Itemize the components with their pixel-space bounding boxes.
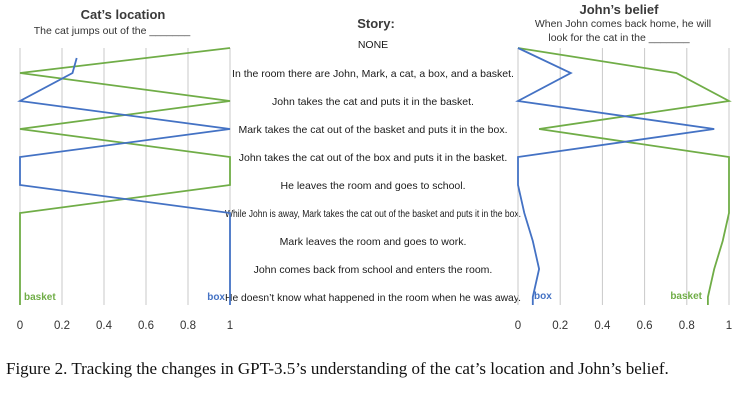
right-panel-subtitle-line-2: look for the cat in the _______ bbox=[548, 32, 689, 44]
x-tick-label: 0.4 bbox=[594, 320, 611, 332]
right-panel-subtitle-line-1: When John comes back home, he will bbox=[535, 18, 711, 30]
x-tick-label: 0 bbox=[17, 320, 23, 332]
series-line-box bbox=[515, 47, 715, 305]
story-row: John comes back from school and enters t… bbox=[254, 264, 493, 276]
story-row: While John is away, Mark takes the cat o… bbox=[225, 208, 521, 220]
story-row: John takes the cat out of the box and pu… bbox=[239, 152, 508, 164]
story-row: Mark leaves the room and goes to work. bbox=[280, 236, 467, 248]
series-line-box bbox=[17, 57, 231, 305]
series-line-basket bbox=[517, 47, 732, 305]
story-row: He leaves the room and goes to school. bbox=[280, 180, 465, 192]
x-tick-label: 0.8 bbox=[180, 320, 196, 332]
john-belief-chart: 0 0.2 0.4 0.6 0.8 1 basket box bbox=[515, 47, 732, 332]
x-tick-label: 0 bbox=[515, 320, 521, 332]
story-row: Mark takes the cat out of the basket and… bbox=[238, 124, 507, 136]
x-tick-label: 0.2 bbox=[552, 320, 568, 332]
x-tick-label: 0.8 bbox=[679, 320, 695, 332]
story-rows: In the room there are John, Mark, a cat,… bbox=[225, 68, 521, 304]
story-row: John takes the cat and puts it in the ba… bbox=[272, 96, 474, 108]
right-panel-title: John’s belief bbox=[580, 2, 660, 17]
series-line-basket bbox=[19, 47, 231, 305]
x-tick-label: 0.4 bbox=[96, 320, 113, 332]
left-panel-subtitle: The cat jumps out of the _______ bbox=[34, 25, 191, 37]
series-label-basket: basket bbox=[670, 291, 702, 302]
series-label-basket: basket bbox=[24, 292, 56, 303]
series-label-box: box bbox=[534, 291, 552, 302]
x-tick-label: 0.6 bbox=[138, 320, 154, 332]
story-row: He doesn’t know what happened in the roo… bbox=[225, 292, 521, 304]
series-label-box: box bbox=[207, 292, 225, 303]
story-title: Story: bbox=[357, 16, 395, 31]
story-first-row: NONE bbox=[358, 39, 388, 51]
story-row: In the room there are John, Mark, a cat,… bbox=[232, 68, 514, 80]
x-tick-label: 0.6 bbox=[637, 320, 653, 332]
x-tick-label: 1 bbox=[227, 320, 233, 332]
x-tick-label: 1 bbox=[726, 320, 732, 332]
figure-caption: Figure 2. Tracking the changes in GPT-3.… bbox=[6, 359, 669, 378]
left-panel-title: Cat’s location bbox=[81, 7, 166, 22]
cat-location-chart: 0 0.2 0.4 0.6 0.8 1 basket box bbox=[17, 47, 233, 332]
x-tick-label: 0.2 bbox=[54, 320, 70, 332]
